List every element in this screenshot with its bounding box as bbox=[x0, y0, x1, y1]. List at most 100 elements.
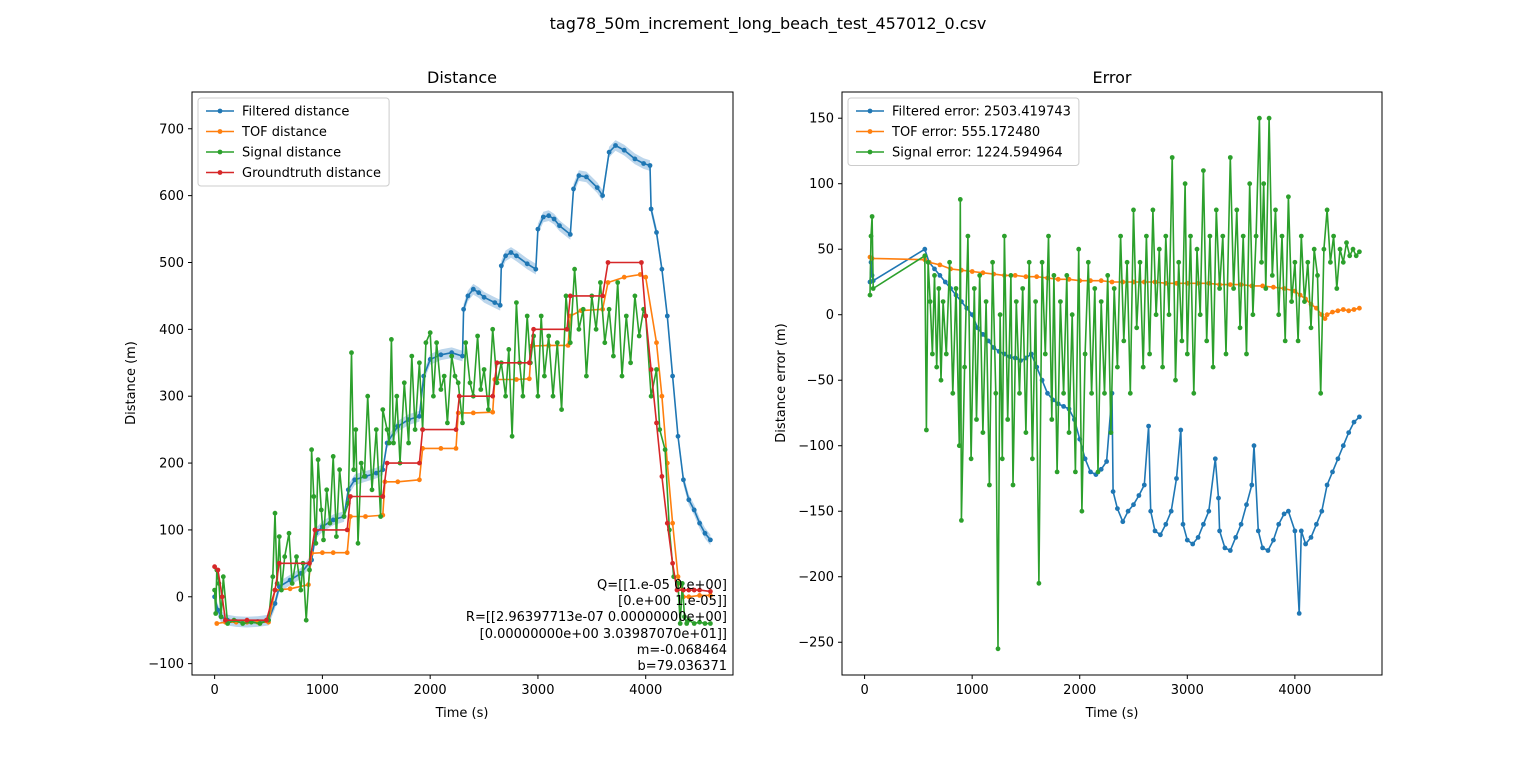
data-point bbox=[219, 594, 225, 600]
data-point bbox=[1292, 259, 1298, 265]
y-tick-label: 100 bbox=[159, 523, 184, 538]
data-point bbox=[980, 270, 986, 276]
data-point bbox=[1250, 312, 1256, 318]
data-point bbox=[632, 156, 638, 162]
data-point bbox=[417, 477, 422, 483]
data-point bbox=[514, 300, 519, 305]
data-point bbox=[643, 274, 649, 280]
data-point bbox=[675, 433, 681, 439]
data-point bbox=[659, 474, 665, 479]
data-point bbox=[1089, 390, 1094, 396]
data-point bbox=[576, 173, 582, 179]
data-point bbox=[272, 510, 278, 516]
data-point bbox=[1303, 541, 1308, 547]
series-filtered-distance bbox=[212, 140, 713, 628]
data-point bbox=[1340, 259, 1346, 265]
data-point bbox=[355, 540, 361, 546]
data-point bbox=[1033, 299, 1038, 304]
x-tick-label: 4000 bbox=[629, 683, 662, 698]
data-point bbox=[212, 587, 218, 593]
data-point bbox=[1271, 537, 1276, 543]
data-point bbox=[1315, 273, 1320, 278]
data-point bbox=[524, 313, 530, 319]
data-point bbox=[1169, 155, 1175, 160]
data-point bbox=[927, 299, 933, 304]
data-point bbox=[1289, 299, 1294, 304]
data-point bbox=[1276, 312, 1282, 318]
data-point bbox=[580, 306, 586, 312]
data-point bbox=[526, 360, 532, 366]
data-point bbox=[1005, 417, 1011, 422]
data-point bbox=[971, 286, 977, 291]
annotation-line: Q=[[1.e-05 0.e+00] bbox=[597, 578, 727, 593]
data-point bbox=[600, 193, 605, 199]
error-axis-ticks: 0 1000 2000 3000 4000 −250 −200 −150 −100 −50 0 50 1… bbox=[798, 112, 1311, 698]
data-point bbox=[264, 617, 269, 623]
data-point bbox=[452, 373, 458, 379]
data-point bbox=[1269, 273, 1275, 278]
data-point bbox=[1150, 207, 1156, 213]
data-point bbox=[506, 347, 512, 352]
data-point bbox=[1296, 611, 1302, 616]
data-point bbox=[977, 273, 983, 278]
data-point bbox=[1231, 286, 1236, 291]
data-point bbox=[494, 380, 500, 386]
data-point bbox=[1095, 469, 1101, 475]
data-point bbox=[554, 340, 560, 346]
series-signal-distance bbox=[212, 266, 713, 626]
legend-box bbox=[197, 97, 390, 187]
data-point bbox=[1227, 548, 1233, 553]
data-point bbox=[423, 340, 429, 346]
data-point bbox=[1210, 364, 1216, 370]
data-point bbox=[1156, 246, 1162, 252]
data-point bbox=[869, 214, 875, 219]
data-point bbox=[1098, 299, 1104, 304]
data-point bbox=[1244, 502, 1249, 508]
data-point bbox=[1160, 364, 1165, 370]
data-point bbox=[417, 460, 422, 466]
data-point bbox=[990, 259, 995, 265]
kalman-parameters-annotation: Q=[[1.e-05 0.e+00] [0.e+00 1.e-05]] R=[[… bbox=[466, 578, 727, 674]
data-point bbox=[1227, 282, 1233, 287]
data-point bbox=[438, 352, 444, 358]
data-point bbox=[1088, 469, 1093, 475]
data-point bbox=[647, 163, 653, 168]
data-point bbox=[1191, 390, 1197, 396]
data-point bbox=[490, 326, 496, 332]
data-point bbox=[654, 367, 659, 372]
y-tick-label: 100 bbox=[809, 177, 834, 192]
data-point bbox=[670, 520, 675, 526]
data-point bbox=[449, 353, 455, 359]
y-tick-label: −150 bbox=[798, 505, 834, 520]
data-point bbox=[1105, 273, 1111, 278]
data-point bbox=[936, 286, 942, 291]
data-point bbox=[621, 274, 627, 280]
data-point bbox=[1055, 276, 1061, 282]
data-point bbox=[681, 587, 686, 593]
data-point bbox=[922, 246, 928, 252]
data-point bbox=[1240, 233, 1246, 239]
data-point bbox=[670, 373, 675, 379]
data-point bbox=[327, 520, 333, 526]
legend-entry-label: Filtered distance bbox=[242, 105, 349, 120]
data-point bbox=[1344, 240, 1349, 246]
data-point bbox=[957, 197, 963, 202]
data-point bbox=[373, 470, 379, 476]
data-point bbox=[1134, 325, 1140, 331]
data-point bbox=[503, 253, 508, 259]
data-point bbox=[968, 456, 974, 462]
data-point bbox=[351, 467, 357, 473]
data-point bbox=[682, 614, 687, 620]
data-point bbox=[937, 262, 943, 268]
data-point bbox=[1255, 528, 1261, 534]
data-point bbox=[1311, 246, 1317, 252]
data-point bbox=[643, 313, 649, 319]
data-point bbox=[282, 554, 288, 560]
data-point bbox=[294, 554, 299, 560]
data-point bbox=[987, 482, 992, 488]
y-tick-label: 400 bbox=[159, 323, 184, 338]
legend-marker-swatch bbox=[217, 129, 223, 134]
data-point bbox=[1042, 351, 1048, 357]
x-tick-label: 2000 bbox=[1063, 683, 1096, 698]
